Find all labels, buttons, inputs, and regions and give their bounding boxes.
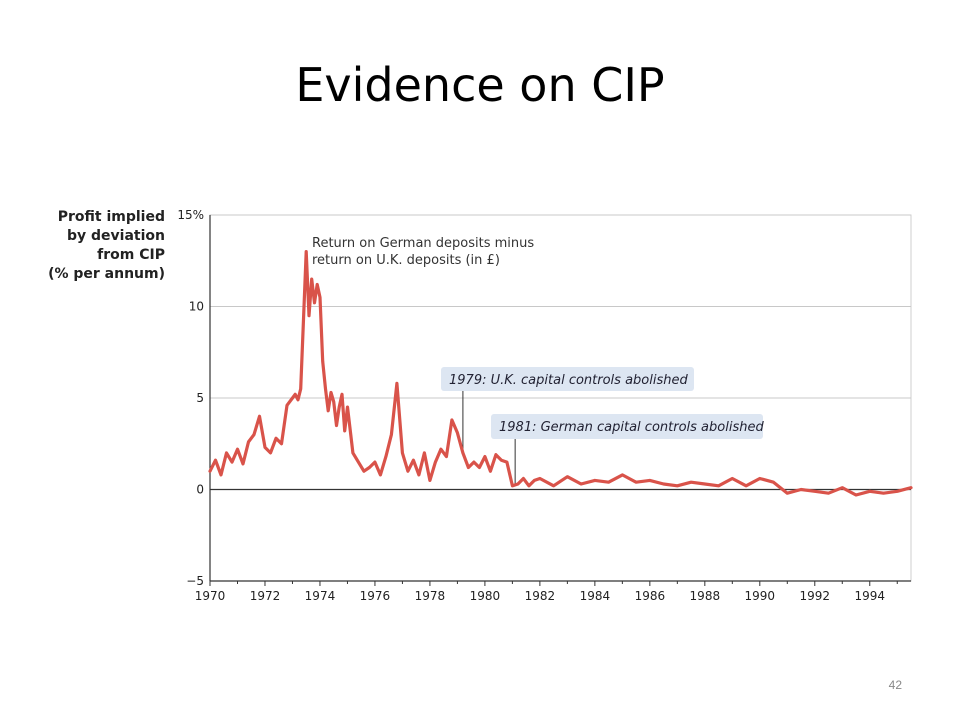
x-tick-label: 1984	[580, 589, 611, 603]
annotation-series-label: return on U.K. deposits (in £)	[312, 253, 500, 268]
x-tick-label: 1992	[800, 589, 831, 603]
x-tick-label: 1980	[470, 589, 501, 603]
y-axis-label: Profit implied by deviation from CIP (% …	[48, 209, 165, 282]
annotation-series-label: Return on German deposits minus	[312, 236, 534, 251]
annotation-box-1979	[441, 367, 694, 391]
x-tick-label: 1994	[854, 589, 885, 603]
x-tick-label: 1972	[250, 589, 281, 603]
x-tick-label: 1970	[195, 589, 226, 603]
y-tick-label: −5	[186, 574, 204, 588]
slide-title: Evidence on CIP	[295, 58, 665, 112]
page-number: 42	[888, 678, 902, 692]
x-tick-label: 1978	[415, 589, 446, 603]
y-tick-label: 10	[189, 300, 204, 314]
y-tick-label: 0	[196, 483, 204, 497]
x-tick-label: 1990	[745, 589, 776, 603]
annotation-1979-label: 1979: U.K. capital controls abolished	[449, 373, 688, 388]
annotation-box-1981	[491, 414, 763, 439]
y-tick-label: 5	[196, 391, 204, 405]
x-tick-label: 1982	[525, 589, 556, 603]
y-tick-label: 15%	[177, 208, 204, 222]
x-tick-label: 1974	[305, 589, 336, 603]
x-tick-label: 1988	[690, 589, 721, 603]
x-tick-label: 1986	[635, 589, 666, 603]
series-line	[208, 250, 913, 497]
x-tick-label: 1976	[360, 589, 391, 603]
annotation-1981-label: 1981: German capital controls abolished	[499, 420, 764, 435]
